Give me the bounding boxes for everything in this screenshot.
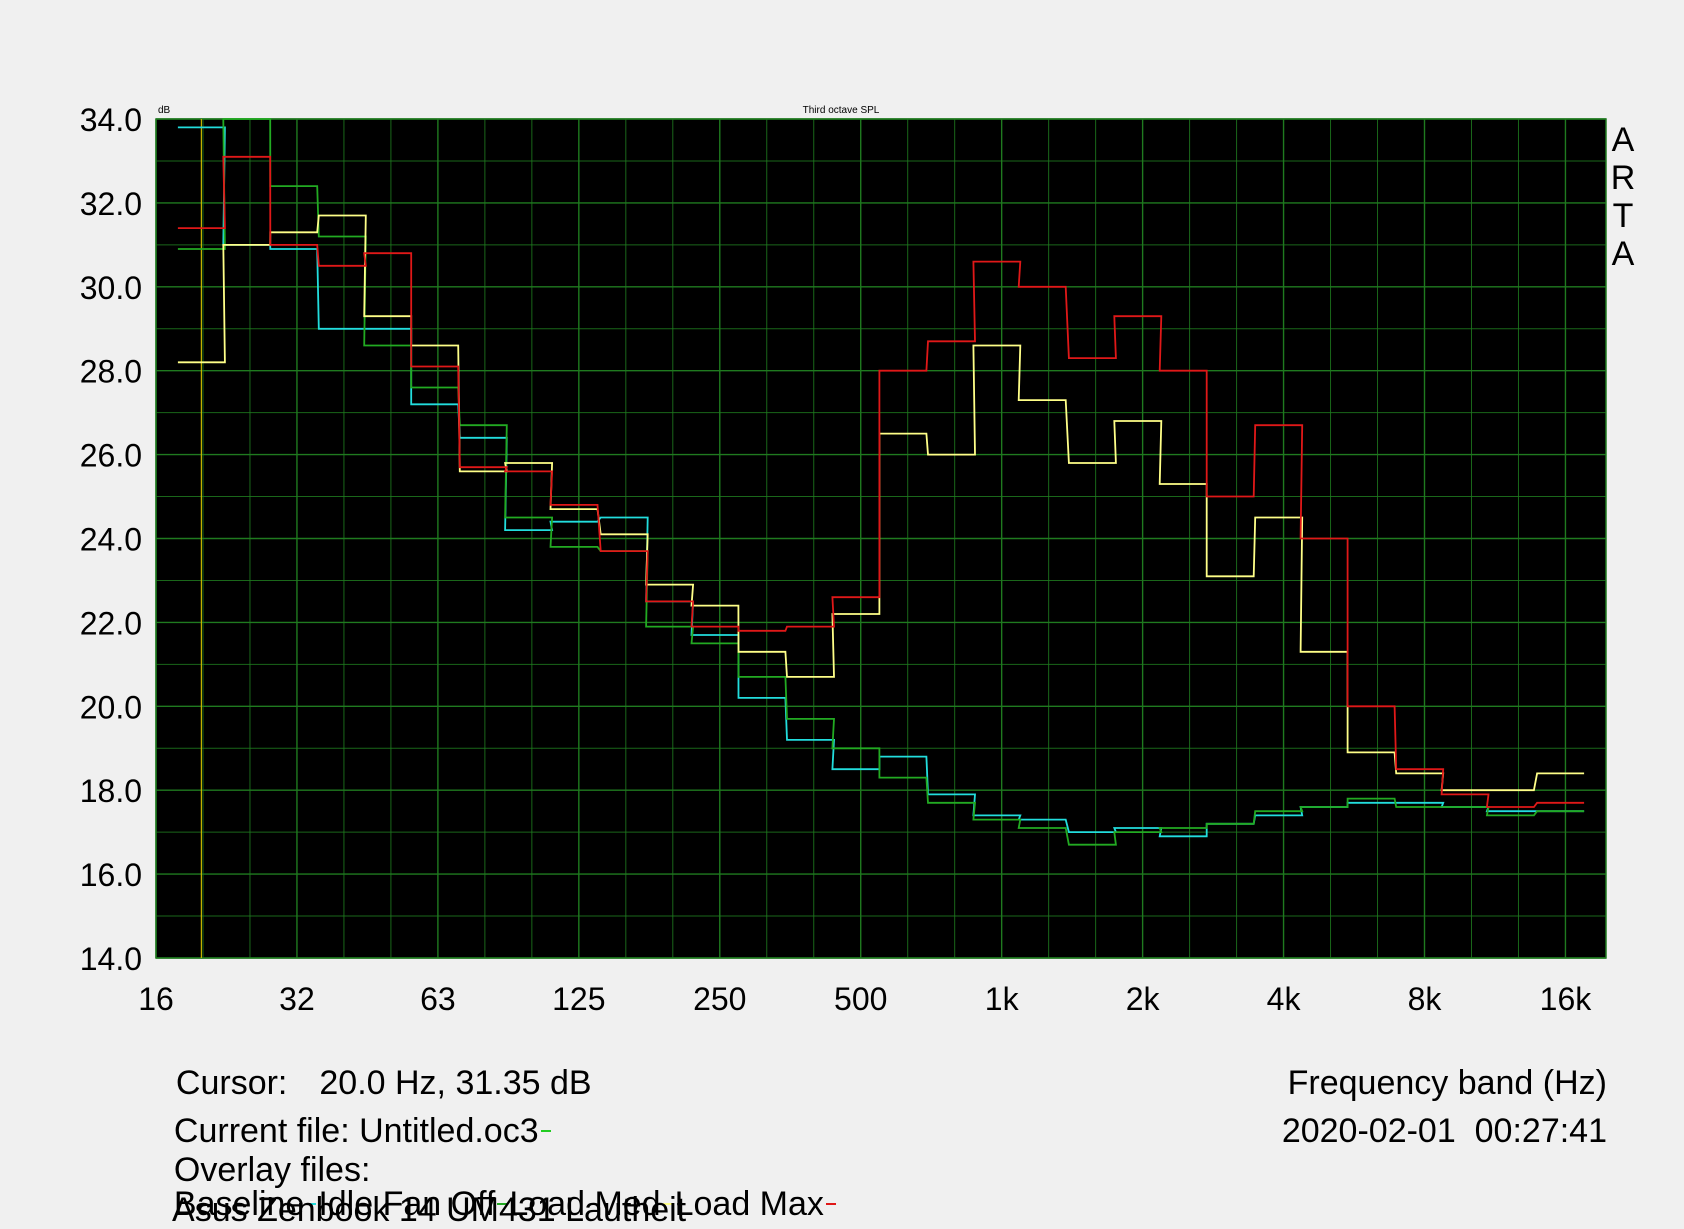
x-tick-label: 32 (279, 981, 315, 1017)
y-tick-label: 26.0 (80, 438, 142, 474)
brand-letter: T (1613, 197, 1634, 235)
x-axis-title: Frequency band (Hz) (1269, 1032, 1607, 1100)
timestamp-text: 2020-02-01 00:27:41 (1281, 1112, 1607, 1150)
overlay-name: Load Max (674, 1185, 824, 1223)
cursor-label: Cursor: (175, 1064, 288, 1102)
x-tick-label: 2k (1126, 981, 1161, 1017)
brand-letter: R (1611, 159, 1636, 197)
cursor-value: 20.0 Hz, 31.35 dB (319, 1064, 592, 1102)
y-tick-label: 22.0 (80, 605, 142, 641)
x-tick-label: 8k (1408, 981, 1443, 1017)
current-file: Current file: Untitled.oc3 (155, 1080, 553, 1148)
y-tick-label: 34.0 (80, 102, 142, 138)
x-tick-label: 4k (1267, 981, 1302, 1017)
y-tick-label: 16.0 (80, 857, 142, 893)
x-tick-label: 500 (834, 981, 887, 1017)
x-tick-label: 63 (420, 981, 456, 1017)
chart-description-text: Asus Zenbook 14 UM431 Lautheit (172, 1191, 687, 1229)
current-file-legend-mark (540, 1130, 551, 1133)
y-tick-label: 14.0 (80, 941, 142, 977)
plot-border (155, 118, 1607, 959)
y-tick-label: 30.0 (80, 270, 142, 306)
y-tick-label: 20.0 (80, 689, 142, 725)
x-axis-title-text: Frequency band (Hz) (1287, 1064, 1607, 1102)
y-tick-label: 18.0 (80, 773, 142, 809)
chart-description: Asus Zenbook 14 UM431 Lautheit (155, 1159, 686, 1227)
x-tick-label: 16 (138, 981, 174, 1017)
y-tick-label: 24.0 (80, 522, 142, 558)
current-file-text: Current file: Untitled.oc3 (173, 1112, 539, 1150)
overlay-legend-mark (825, 1203, 836, 1206)
x-tick-label: 1k (985, 981, 1020, 1017)
x-tick-label: 125 (552, 981, 605, 1017)
chart-title: Third octave SPL (803, 105, 880, 116)
spl-chart: 14.0 16.0 18.0 20.0 22.0 24.0 26.0 28.0 30.0 32.0… (80, 102, 1636, 1017)
y-axis-unit-label: dB (158, 105, 171, 116)
brand-letter: A (1612, 235, 1635, 273)
y-tick-label: 28.0 (80, 354, 142, 390)
brand-letter: A (1612, 121, 1635, 159)
overlay-label: Overlay files: (173, 1151, 371, 1189)
series-line-load-max (177, 155, 1585, 808)
timestamp: 2020-02-01 00:27:41 (1263, 1080, 1607, 1148)
x-tick-label: 16k (1540, 981, 1593, 1017)
y-tick-label: 32.0 (80, 186, 142, 222)
cursor-readout: Cursor: 20.0 Hz, 31.35 dB (157, 1032, 592, 1100)
series-line-idle-fan-off (177, 118, 1585, 846)
x-tick-label: 250 (693, 981, 746, 1017)
